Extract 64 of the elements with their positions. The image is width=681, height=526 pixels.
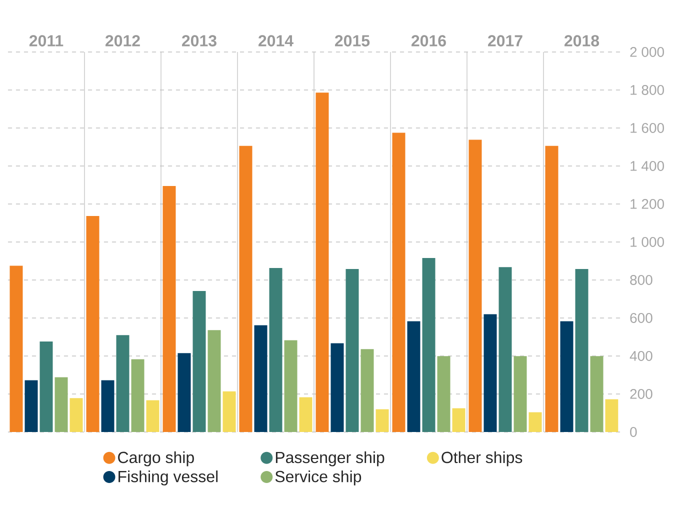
bar <box>575 268 588 432</box>
bar <box>146 400 160 432</box>
y-tick-label: 1 400 <box>630 161 664 171</box>
bar <box>269 268 282 432</box>
bar <box>498 267 512 432</box>
y-tick-label: 200 <box>630 389 652 399</box>
bar <box>239 146 252 432</box>
bar <box>484 314 497 432</box>
x-tick-label: 2017 <box>488 35 522 46</box>
bar <box>131 359 144 432</box>
bar <box>101 380 114 432</box>
bar <box>254 325 268 432</box>
bar <box>86 216 100 432</box>
legend-label: Fishing vessel <box>118 470 218 486</box>
bar <box>528 412 542 432</box>
y-tick-label: 1 800 <box>630 85 664 95</box>
bar <box>40 342 53 432</box>
y-tick-label: 400 <box>630 351 652 361</box>
bar <box>10 266 23 432</box>
bar <box>284 340 298 432</box>
bar <box>116 335 130 432</box>
legend-label: Passenger ship <box>276 451 384 466</box>
y-tick-label: 0 <box>630 427 637 437</box>
y-tick-label: 800 <box>630 275 652 285</box>
bar <box>545 146 558 432</box>
x-tick-label: 2013 <box>182 35 216 46</box>
bar <box>346 268 359 432</box>
bar <box>178 353 191 432</box>
bar <box>437 356 450 432</box>
bar <box>407 321 420 432</box>
y-tick-label: 600 <box>630 313 652 323</box>
bar <box>422 258 436 432</box>
y-tick-label: 2 000 <box>630 47 664 57</box>
x-tick-label: 2011 <box>29 35 64 46</box>
legend-label: Other ships <box>442 451 522 466</box>
bar <box>392 132 406 432</box>
x-tick-label: 2015 <box>335 35 370 46</box>
bar <box>468 140 482 432</box>
y-tick-label: 1 000 <box>630 237 664 247</box>
bar <box>222 391 236 432</box>
bar <box>452 408 466 432</box>
bar <box>299 397 312 432</box>
x-tick-label: 2016 <box>412 35 446 46</box>
bar <box>24 380 38 432</box>
bar <box>70 398 83 432</box>
bar <box>376 409 389 432</box>
legend-label: Service ship <box>275 470 362 486</box>
bar <box>560 321 574 432</box>
y-tick-label: 1 200 <box>630 199 664 209</box>
bar <box>605 399 618 432</box>
legend-label: Cargo ship <box>118 451 194 466</box>
bar <box>316 92 329 432</box>
bar <box>514 356 527 432</box>
bar <box>590 356 604 432</box>
x-tick-label: 2018 <box>564 35 600 46</box>
bar <box>208 330 221 432</box>
bar <box>162 186 176 432</box>
bar <box>54 377 68 432</box>
bar <box>192 291 206 432</box>
bar <box>330 343 344 432</box>
bar <box>360 349 374 432</box>
y-tick-label: 1 600 <box>630 123 664 133</box>
x-tick-label: 2014 <box>258 35 294 46</box>
x-tick-label: 2012 <box>106 35 140 46</box>
